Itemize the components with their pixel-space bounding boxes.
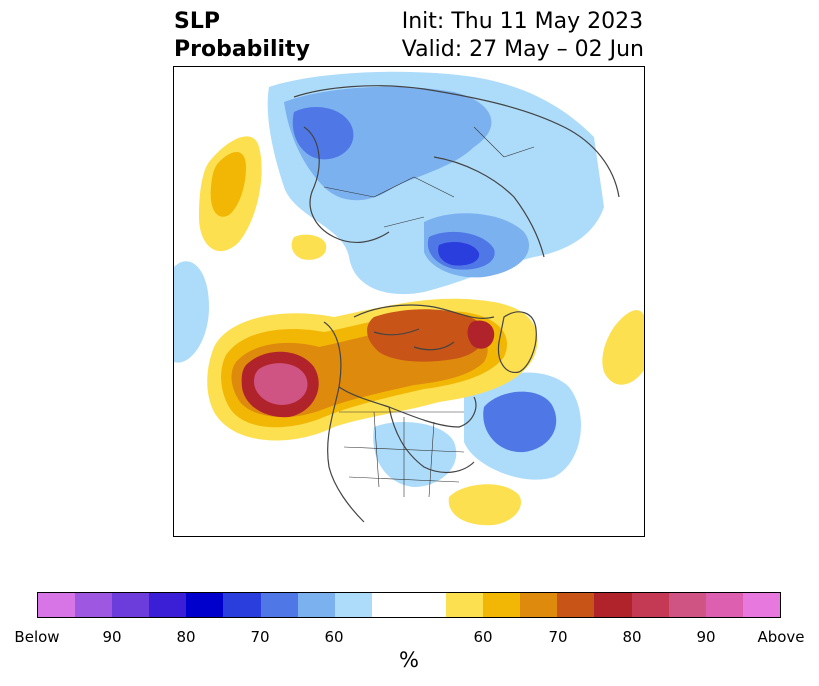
below-region-atlantic-2 [483,391,557,453]
colorbar-swatch [742,593,780,617]
colorbar-swatch [297,593,335,617]
above-region-small [291,234,327,260]
valid-range: Valid: 27 May – 02 Jun [401,37,644,62]
colorbar-swatch [446,593,484,617]
map-title: SLP Probability [174,8,310,64]
colorbar-tick-label: 60 [473,628,493,646]
colorbar-swatch [334,593,372,617]
border-lines [323,126,535,498]
borders [323,126,535,498]
map-panel [173,66,645,537]
above-region-gulf [448,484,522,526]
colorbar-swatch [520,593,558,617]
title-variable: SLP [174,9,220,34]
colorbar-swatch [705,593,743,617]
colorbar-tick-label: Above [757,628,805,646]
above-normal-areas [199,136,644,526]
colorbar-tick-label: 80 [622,628,642,646]
colorbar-tick-label: 80 [176,628,196,646]
colorbar-swatch [371,593,447,617]
below-normal-areas [174,71,604,487]
colorbar-swatch [149,593,187,617]
map-subtitle: Init: Thu 11 May 2023 Valid: 27 May – 02… [402,8,644,64]
above-region-arctic-red [467,320,495,349]
colorbar-units: % [399,648,419,672]
colorbar-tick-label: 60 [324,628,344,646]
colorbar-swatch [112,593,150,617]
colorbar-tick-label: 90 [696,628,716,646]
colorbar-tick-label: 70 [250,628,270,646]
colorbar-tick-label: 70 [548,628,568,646]
above-region-alaska-2 [254,363,308,405]
below-region-north-6 [438,241,480,266]
colorbar-swatch [186,593,224,617]
coastline-eurasia [293,85,620,258]
colorbar-swatch [223,593,261,617]
colorbar-swatch [557,593,595,617]
above-region-main-4 [367,309,485,362]
probability-map [174,71,644,526]
coastlines [293,85,620,523]
coastline-north-america [323,321,477,523]
colorbar-tick-label: Below [14,628,60,646]
colorbar-swatch [631,593,669,617]
colorbar-swatch [668,593,706,617]
colorbar-swatch [483,593,521,617]
coastline-greenland [497,311,537,373]
coastline-arctic [353,304,495,351]
colorbar-swatch [38,593,76,617]
colorbar-swatch [594,593,632,617]
init-date: Init: Thu 11 May 2023 [401,9,644,34]
above-region-east [602,310,644,385]
below-region-west [174,261,209,363]
colorbar-tick-label: 90 [102,628,122,646]
colorbar-swatch [260,593,298,617]
above-region-pacific-nw-2 [210,151,246,217]
colorbar [37,592,781,618]
title-metric: Probability [174,37,310,62]
below-region-conus [373,422,457,487]
colorbar-swatch [75,593,113,617]
below-region-north-4 [292,107,354,160]
